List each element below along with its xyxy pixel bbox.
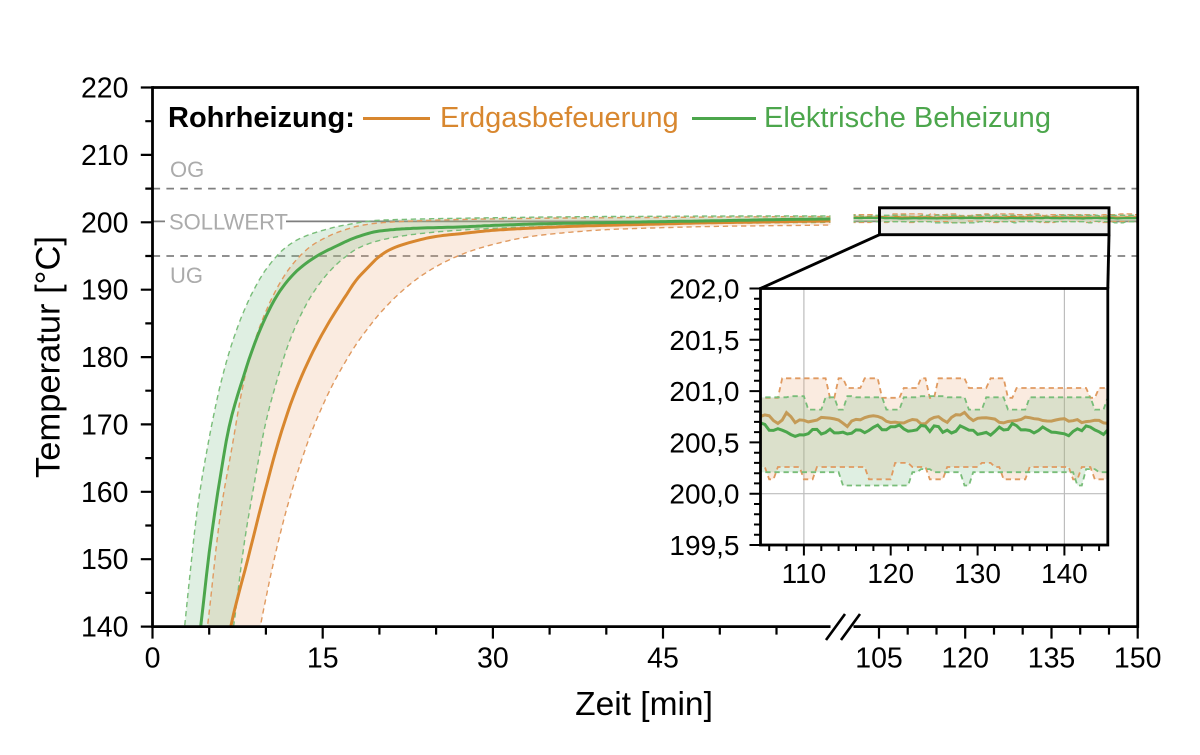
svg-text:Zeit [min]: Zeit [min] <box>575 686 713 723</box>
svg-text:120: 120 <box>941 643 989 675</box>
svg-text:200: 200 <box>81 207 129 239</box>
svg-text:0: 0 <box>145 643 161 675</box>
svg-text:160: 160 <box>81 477 129 509</box>
svg-text:140: 140 <box>81 612 129 644</box>
svg-text:110: 110 <box>782 558 827 589</box>
svg-text:Temperatur [°C]: Temperatur [°C] <box>30 236 68 478</box>
svg-text:OG: OG <box>170 157 204 182</box>
svg-text:135: 135 <box>1028 643 1076 675</box>
svg-text:190: 190 <box>81 275 129 307</box>
svg-text:30: 30 <box>477 643 509 675</box>
svg-text:220: 220 <box>81 73 129 105</box>
svg-text:150: 150 <box>1114 643 1162 675</box>
svg-text:130: 130 <box>954 558 1001 589</box>
svg-text:45: 45 <box>647 643 679 675</box>
svg-text:Rohrheizung:: Rohrheizung: <box>168 102 355 134</box>
svg-text:199,5: 199,5 <box>669 530 739 561</box>
svg-text:Erdgasbefeuerung: Erdgasbefeuerung <box>440 102 679 134</box>
svg-text:210: 210 <box>81 140 129 172</box>
svg-text:140: 140 <box>1041 558 1088 589</box>
svg-text:UG: UG <box>170 263 203 288</box>
svg-text:200,5: 200,5 <box>669 427 739 458</box>
svg-text:201,5: 201,5 <box>669 325 739 356</box>
svg-text:200,0: 200,0 <box>669 479 739 510</box>
svg-text:202,0: 202,0 <box>669 274 739 305</box>
svg-text:SOLLWERT: SOLLWERT <box>169 210 288 235</box>
svg-text:170: 170 <box>81 409 129 441</box>
svg-text:Elektrische Beheizung: Elektrische Beheizung <box>764 102 1051 134</box>
svg-text:15: 15 <box>307 643 339 675</box>
svg-text:201,0: 201,0 <box>669 376 739 407</box>
svg-text:150: 150 <box>81 544 129 576</box>
svg-text:105: 105 <box>855 643 903 675</box>
svg-text:120: 120 <box>867 558 914 589</box>
svg-text:180: 180 <box>81 342 129 374</box>
